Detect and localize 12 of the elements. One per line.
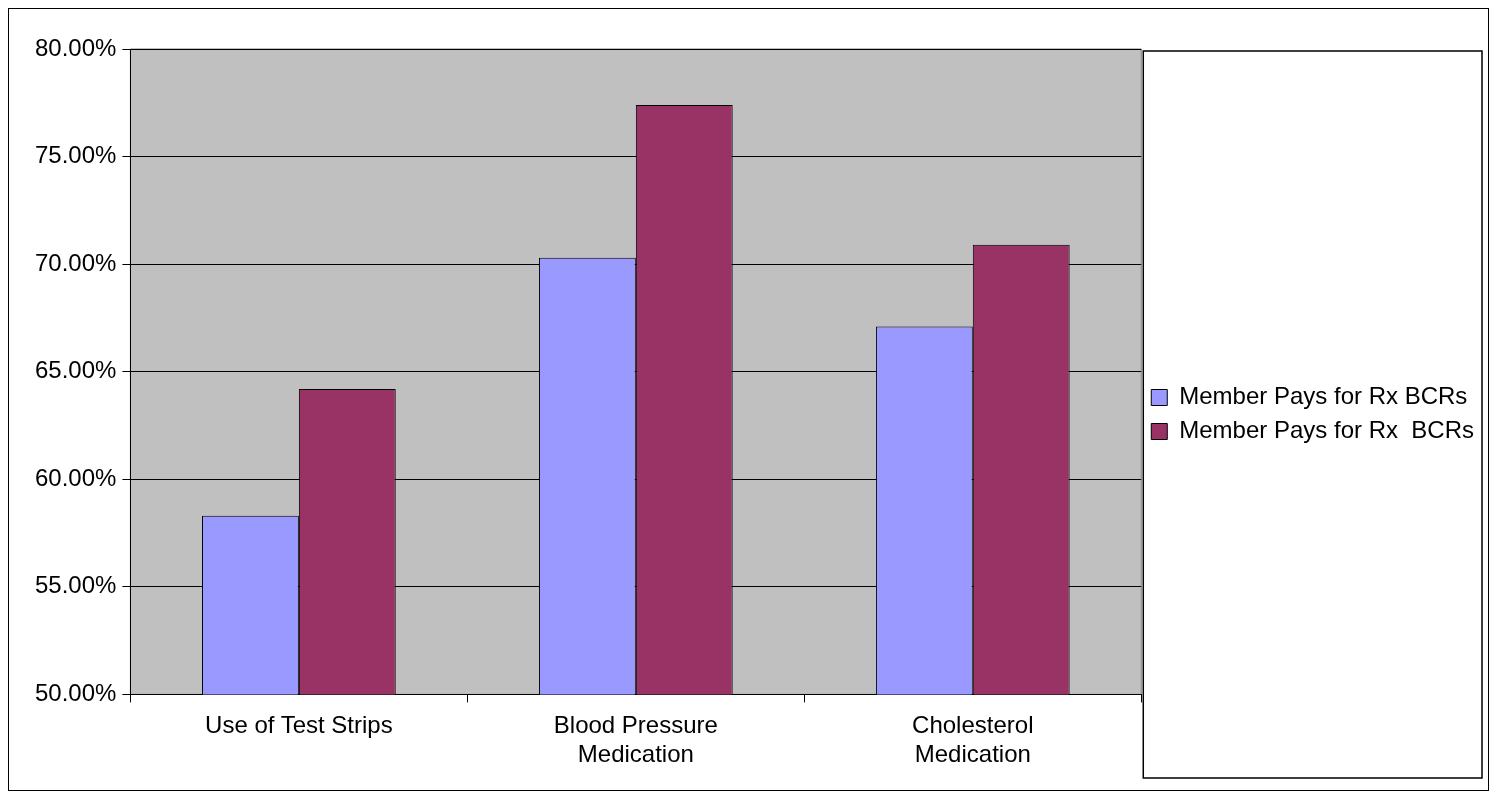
- y-tick-label: 55.00%: [34, 571, 117, 599]
- x-tick-label: Use of Test Strips: [205, 711, 393, 739]
- y-tick-label: 50.00%: [34, 679, 117, 707]
- legend-label: Member Pays for Rx BCRs: [1179, 416, 1475, 444]
- y-tick-label: 80.00%: [34, 33, 117, 61]
- legend-label: Member Pays for Rx BCRs: [1179, 382, 1468, 410]
- y-tick-label: 70.00%: [34, 248, 117, 276]
- y-tick-label: 75.00%: [34, 141, 117, 169]
- x-tick-label: Blood Pressure Medication: [553, 711, 718, 768]
- y-tick-label: 65.00%: [34, 356, 117, 384]
- x-tick-label: Cholesterol Medication: [912, 711, 1034, 768]
- y-tick-label: 60.00%: [34, 463, 117, 491]
